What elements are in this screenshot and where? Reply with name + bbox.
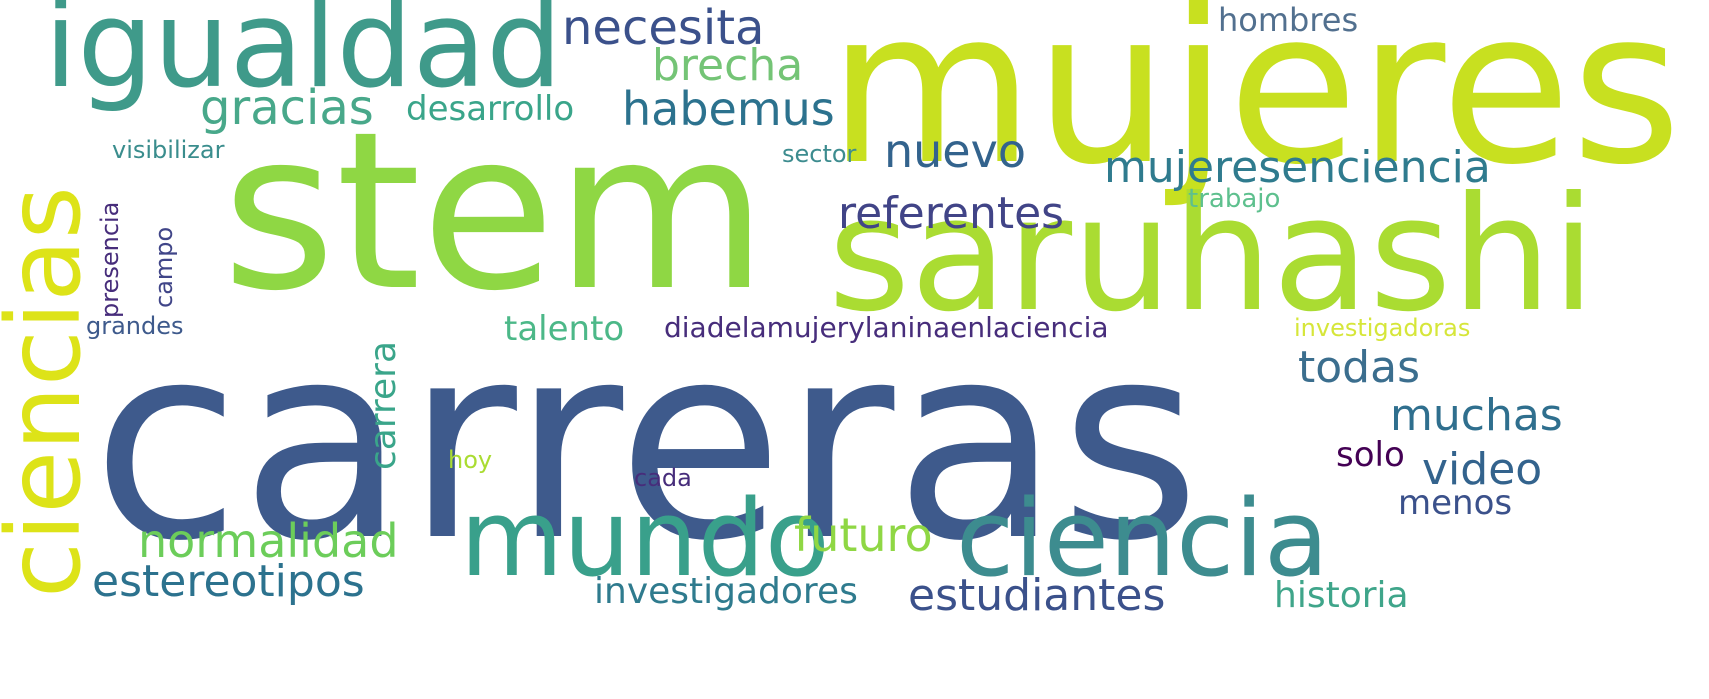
word-hombres: hombres xyxy=(1218,1,1359,39)
word-talento: talento xyxy=(504,309,625,349)
word-saruhashi: saruhashi xyxy=(828,163,1596,347)
word-mujeresenciencia: mujeresenciencia xyxy=(1104,142,1491,193)
word-hoy: hoy xyxy=(448,446,493,474)
word-estereotipos: estereotipos xyxy=(92,556,365,607)
word-normalidad: normalidad xyxy=(138,514,399,568)
word-igualdad: igualdad xyxy=(44,0,563,115)
word-investigadores: investigadores xyxy=(594,571,858,612)
word-nuevo: nuevo xyxy=(884,124,1026,178)
word-historia: historia xyxy=(1274,575,1409,616)
word-habemus: habemus xyxy=(622,82,835,136)
word-video: video xyxy=(1422,444,1543,495)
word-solo: solo xyxy=(1336,435,1405,475)
word-estudiantes: estudiantes xyxy=(908,570,1166,621)
word-carrera: carrera xyxy=(363,340,404,470)
word-brecha: brecha xyxy=(652,40,804,91)
word-mundo: mundo xyxy=(460,477,830,600)
word-presencia: presencia xyxy=(96,201,124,318)
word-muchas: muchas xyxy=(1390,390,1563,441)
word-diadelamujer: diadelamujerylaninaenlaciencia xyxy=(664,311,1109,344)
word-todas: todas xyxy=(1298,342,1420,393)
word-ciencias: ciencias xyxy=(0,186,104,598)
word-futuro: futuro xyxy=(794,508,933,562)
word-menos: menos xyxy=(1398,483,1513,523)
word-investigadoras: investigadoras xyxy=(1294,314,1471,342)
word-sector: sector xyxy=(782,140,857,168)
word-carreras: carreras xyxy=(92,285,1201,600)
word-referentes: referentes xyxy=(838,188,1065,239)
word-ciencia: ciencia xyxy=(956,477,1329,600)
word-campo: campo xyxy=(150,226,178,308)
word-trabajo: trabajo xyxy=(1188,184,1281,214)
word-gracias: gracias xyxy=(200,80,374,136)
word-cada: cada xyxy=(634,464,692,492)
word-mujeres: mujeres xyxy=(828,0,1682,211)
word-visibilizar: visibilizar xyxy=(112,136,225,164)
word-grandes: grandes xyxy=(86,312,184,340)
word-necesita: necesita xyxy=(562,0,765,56)
word-stem: stem xyxy=(222,86,768,339)
word-desarrollo: desarrollo xyxy=(406,89,575,129)
